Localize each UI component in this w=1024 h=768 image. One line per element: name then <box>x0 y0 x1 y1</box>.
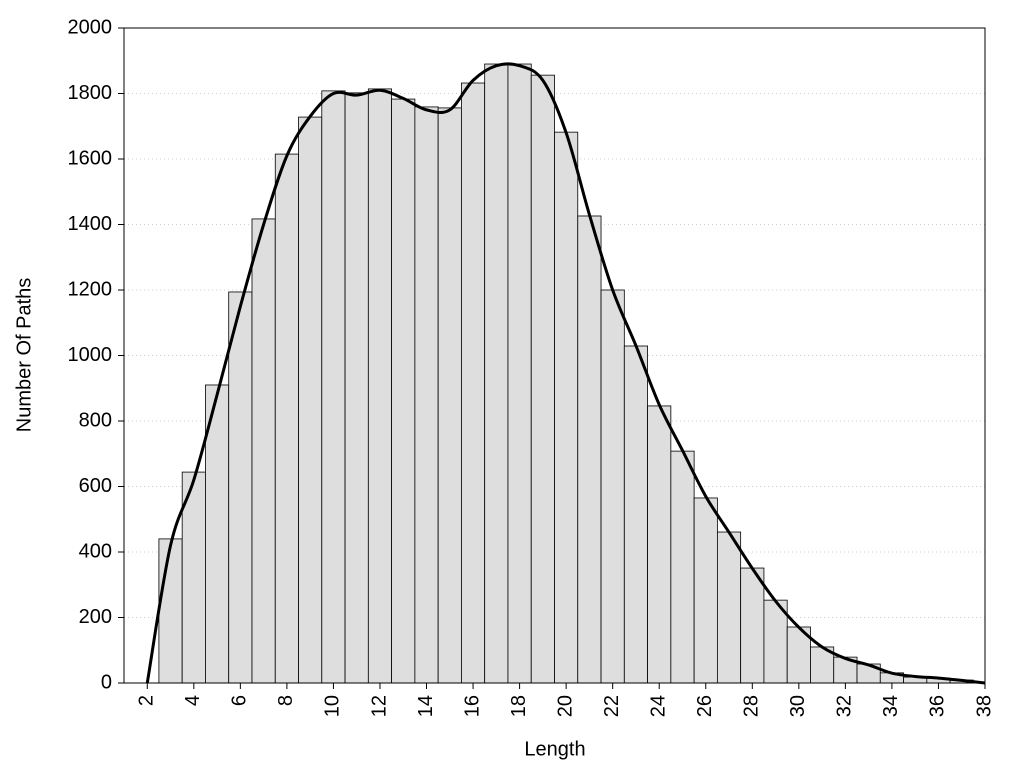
bar <box>461 82 486 684</box>
smooth-line <box>145 62 986 685</box>
y-tick-label: 0 <box>101 671 112 693</box>
x-tick-label: 28 <box>741 695 763 717</box>
y-tick-label: 2000 <box>68 16 113 38</box>
bar <box>623 345 648 684</box>
x-tick-label: 24 <box>647 695 669 717</box>
x-tick-label: 8 <box>275 695 297 706</box>
x-tick-label: 4 <box>182 695 204 706</box>
bar <box>693 497 718 684</box>
x-tick-label: 22 <box>601 695 623 717</box>
bar <box>367 88 393 684</box>
x-tick-label: 32 <box>834 695 856 717</box>
bar <box>344 92 369 684</box>
bar <box>507 63 532 684</box>
x-tick-label: 20 <box>554 695 576 717</box>
bar <box>716 531 742 684</box>
bar <box>391 98 416 684</box>
bar <box>251 218 276 684</box>
x-tick-label: 34 <box>880 695 902 717</box>
y-tick-label: 800 <box>79 409 112 431</box>
x-tick-label: 2 <box>136 695 158 706</box>
bar <box>577 215 602 684</box>
bar <box>530 74 555 684</box>
y-tick-label: 1400 <box>68 213 113 235</box>
x-tick-label: 30 <box>787 695 809 717</box>
x-tick-label: 16 <box>461 695 483 717</box>
bar <box>647 405 672 684</box>
bar <box>554 131 579 684</box>
x-tick-label: 36 <box>927 695 949 717</box>
bar <box>484 63 509 684</box>
bar <box>414 106 439 684</box>
bar <box>740 567 765 684</box>
y-tick-label: 1600 <box>68 147 113 169</box>
x-tick-label: 26 <box>694 695 716 717</box>
bar <box>321 90 346 684</box>
x-tick-label: 38 <box>973 695 995 717</box>
bar <box>600 289 625 684</box>
y-tick-label: 1000 <box>68 344 113 366</box>
x-tick-label: 18 <box>508 695 530 717</box>
plot-frame <box>123 27 986 684</box>
y-tick-label: 600 <box>79 475 112 497</box>
x-tick-label: 12 <box>368 695 390 717</box>
x-tick-label: 6 <box>229 695 251 706</box>
x-tick-label: 14 <box>415 695 437 717</box>
bar <box>670 450 695 684</box>
y-tick-label: 400 <box>79 540 112 562</box>
bar <box>274 153 299 684</box>
bar <box>228 291 253 684</box>
y-tick-label: 1200 <box>68 278 113 300</box>
bar <box>298 116 323 684</box>
y-tick-label: 200 <box>79 606 112 628</box>
y-axis-label: Number Of Paths <box>13 278 35 433</box>
y-tick-label: 1800 <box>68 82 113 104</box>
bar <box>158 538 183 684</box>
bar <box>437 107 462 684</box>
x-tick-label: 10 <box>322 695 344 717</box>
x-axis-label: Length <box>524 738 585 760</box>
